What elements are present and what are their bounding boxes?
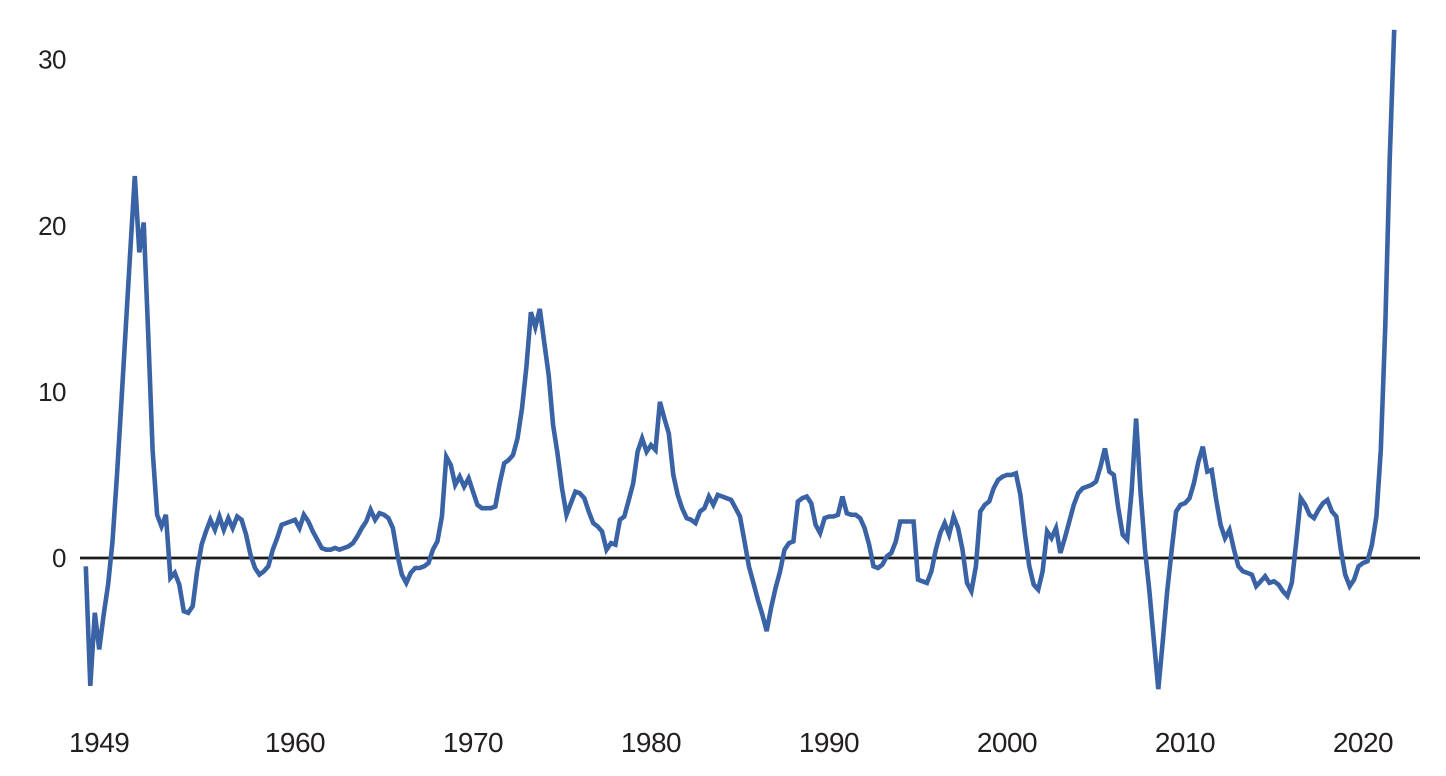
y-tick-label-30: 30 <box>38 45 66 75</box>
x-tick-label-2000: 2000 <box>977 727 1037 758</box>
x-tick-label-1970: 1970 <box>443 727 503 758</box>
y-tick-label-20: 20 <box>38 211 66 241</box>
x-tick-label-1980: 1980 <box>621 727 681 758</box>
data-series-line <box>83 29 1397 690</box>
x-tick-label-1960: 1960 <box>265 727 325 758</box>
y-tick-label-10: 10 <box>38 377 66 407</box>
x-tick-label-1949: 1949 <box>69 727 129 758</box>
x-tick-label-2010: 2010 <box>1155 727 1215 758</box>
x-tick-label-2020: 2020 <box>1333 727 1393 758</box>
y-tick-label-0: 0 <box>52 543 66 573</box>
x-tick-label-1990: 1990 <box>799 727 859 758</box>
